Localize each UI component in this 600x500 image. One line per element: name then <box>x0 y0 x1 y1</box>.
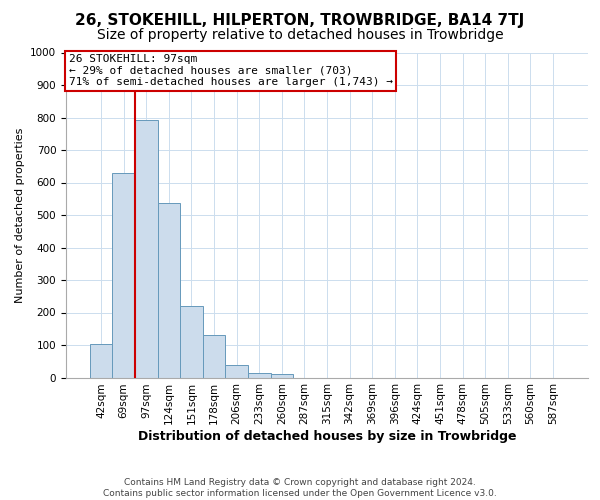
Bar <box>112 174 135 378</box>
Y-axis label: Number of detached properties: Number of detached properties <box>14 128 25 302</box>
Text: Contains HM Land Registry data © Crown copyright and database right 2024.
Contai: Contains HM Land Registry data © Crown c… <box>103 478 497 498</box>
Bar <box>90 344 112 378</box>
Bar <box>203 335 226 378</box>
Bar <box>180 306 203 378</box>
Bar <box>135 120 158 378</box>
Text: 26 STOKEHILL: 97sqm
← 29% of detached houses are smaller (703)
71% of semi-detac: 26 STOKEHILL: 97sqm ← 29% of detached ho… <box>68 54 392 88</box>
Bar <box>248 373 271 378</box>
Text: Size of property relative to detached houses in Trowbridge: Size of property relative to detached ho… <box>97 28 503 42</box>
Text: 26, STOKEHILL, HILPERTON, TROWBRIDGE, BA14 7TJ: 26, STOKEHILL, HILPERTON, TROWBRIDGE, BA… <box>76 12 524 28</box>
X-axis label: Distribution of detached houses by size in Trowbridge: Distribution of detached houses by size … <box>138 430 516 443</box>
Bar <box>226 364 248 378</box>
Bar <box>271 374 293 378</box>
Bar <box>158 202 180 378</box>
